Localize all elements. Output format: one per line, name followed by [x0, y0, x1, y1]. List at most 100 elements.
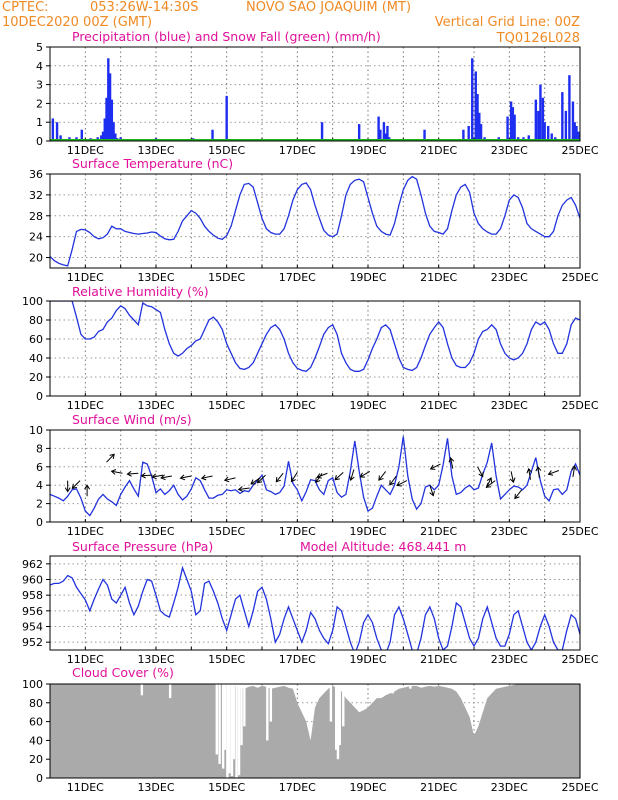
precip-bar: [476, 94, 479, 141]
cloud-cover-dip: [168, 684, 172, 699]
cloud-xtick-label: 21DEC: [420, 781, 457, 794]
cloud-cover-dip: [335, 684, 338, 750]
precip-bar: [478, 112, 481, 141]
precip-bar: [561, 92, 564, 141]
cloud-xtick-label: 15DEC: [208, 781, 245, 794]
precip-ytick-label: 0: [36, 135, 43, 148]
pressure-annotation: Model Altitude: 468.441 m: [300, 539, 466, 554]
precip-bar: [112, 122, 115, 141]
temperature-ytick-label: 24: [29, 231, 43, 244]
pressure-panel: Surface Pressure (hPa) Model Altitude: 46…: [22, 539, 599, 666]
pressure-xtick-label: 19DEC: [349, 653, 386, 666]
wind-arrow: [179, 474, 192, 481]
pressure-xtick-label: 25DEC: [561, 653, 598, 666]
pressure-xtick-label: 13DEC: [137, 653, 174, 666]
wind-arrow: [110, 469, 123, 475]
precip-bar: [108, 73, 112, 141]
wind-series-line: [50, 436, 580, 517]
wind-arrow: [160, 474, 172, 481]
temperature-ytick-label: 36: [29, 168, 43, 181]
cloud-cover-dip: [409, 684, 412, 689]
pressure-ytick-label: 954: [22, 621, 43, 634]
precip-bar: [423, 129, 426, 141]
wind-ytick-label: 6: [36, 461, 43, 474]
wind-xtick-label: 15DEC: [208, 525, 245, 538]
humidity-ytick-label: 80: [29, 314, 43, 327]
cloud-panel: Cloud Cover (%) 0 20 40 60 80 100 11DEC 13DEC 15D…: [22, 665, 599, 794]
temperature-xtick-label: 19DEC: [349, 271, 386, 284]
precip-bar: [568, 75, 571, 141]
wind-arrow: [547, 470, 559, 476]
precip-bar: [107, 58, 110, 141]
cloud-cover-dip: [240, 684, 243, 746]
cloud-ytick-label: 80: [29, 697, 43, 710]
precip-bar: [577, 131, 580, 141]
precip-ytick-label: 3: [36, 79, 43, 92]
temperature-xtick-label: 11DEC: [67, 271, 104, 284]
wind-xtick-label: 11DEC: [67, 525, 104, 538]
cloud-ytick-label: 0: [36, 772, 43, 785]
wind-ytick-label: 4: [36, 479, 43, 492]
precip-bar: [479, 124, 483, 141]
cloud-cover-dip: [237, 684, 241, 776]
wind-arrow: [126, 470, 139, 477]
precip-ytick-label: 2: [36, 97, 43, 110]
wind-ytick-label: 0: [36, 516, 43, 529]
wind-panel: Surface Wind (m/s) 0 2 4 6 8 10 11DEC 13DEC 15DEC…: [29, 412, 599, 538]
cloud-cover-dip: [226, 684, 229, 778]
precip-bar: [537, 110, 540, 141]
cloud-cover-dip: [266, 684, 269, 741]
precip-bar: [225, 95, 228, 141]
wind-xtick-label: 21DEC: [420, 525, 457, 538]
cloud-xtick-label: 17DEC: [279, 781, 316, 794]
pressure-series-line: [50, 565, 580, 650]
precip-xtick-label: 25DEC: [561, 144, 598, 157]
precip-bar: [377, 116, 380, 141]
precip-bar: [513, 114, 516, 141]
wind-frame: [49, 429, 581, 523]
wind-arrow: [429, 485, 435, 497]
humidity-xtick-label: 23DEC: [491, 399, 528, 412]
precip-panel: Precipitation (blue) and Snow Fall (gree…: [36, 29, 599, 157]
wind-arrow: [334, 471, 344, 481]
cloud-ytick-label: 100: [22, 678, 43, 691]
precip-bar: [541, 97, 545, 141]
humidity-xtick-label: 13DEC: [137, 399, 174, 412]
wind-title: Surface Wind (m/s): [72, 412, 192, 427]
humidity-xtick-label: 11DEC: [67, 399, 104, 412]
precip-bar: [509, 101, 513, 141]
pressure-xtick-label: 11DEC: [67, 653, 104, 666]
wind-arrow: [396, 480, 408, 487]
humidity-ytick-label: 0: [36, 390, 43, 403]
cloud-cover-dip: [232, 684, 235, 760]
wind-xtick-label: 19DEC: [349, 525, 386, 538]
header-source: CPTEC:: [2, 0, 49, 15]
humidity-xtick-label: 15DEC: [208, 399, 245, 412]
humidity-series-line: [50, 301, 580, 373]
precip-bar: [462, 129, 465, 141]
precip-bar: [103, 118, 106, 141]
precip-bar: [357, 124, 361, 141]
cloud-xtick-label: 19DEC: [349, 781, 386, 794]
cloud-cover-dip: [391, 684, 394, 694]
wind-arrow: [290, 472, 298, 483]
precip-ytick-label: 1: [36, 116, 43, 129]
cloud-xtick-label: 23DEC: [491, 781, 528, 794]
wind-arrow: [571, 465, 577, 477]
precip-bar: [55, 122, 59, 141]
precip-bar: [80, 129, 83, 141]
temperature-ytick-label: 32: [29, 189, 43, 202]
temperature-xtick-label: 13DEC: [137, 271, 174, 284]
cloud-cover-dip: [336, 684, 340, 760]
wind-ytick-label: 10: [29, 424, 43, 437]
wind-xtick-label: 17DEC: [279, 525, 316, 538]
precip-xtick-label: 13DEC: [137, 144, 174, 157]
wind-arrow: [389, 475, 397, 486]
pressure-title: Surface Pressure (hPa): [72, 539, 213, 554]
cloud-cover-area: [50, 684, 580, 778]
pressure-ytick-label: 958: [22, 589, 43, 602]
pressure-ytick-label: 952: [22, 636, 43, 649]
precip-bar: [105, 97, 108, 141]
wind-arrow: [448, 456, 455, 469]
temperature-frame: [49, 173, 581, 269]
